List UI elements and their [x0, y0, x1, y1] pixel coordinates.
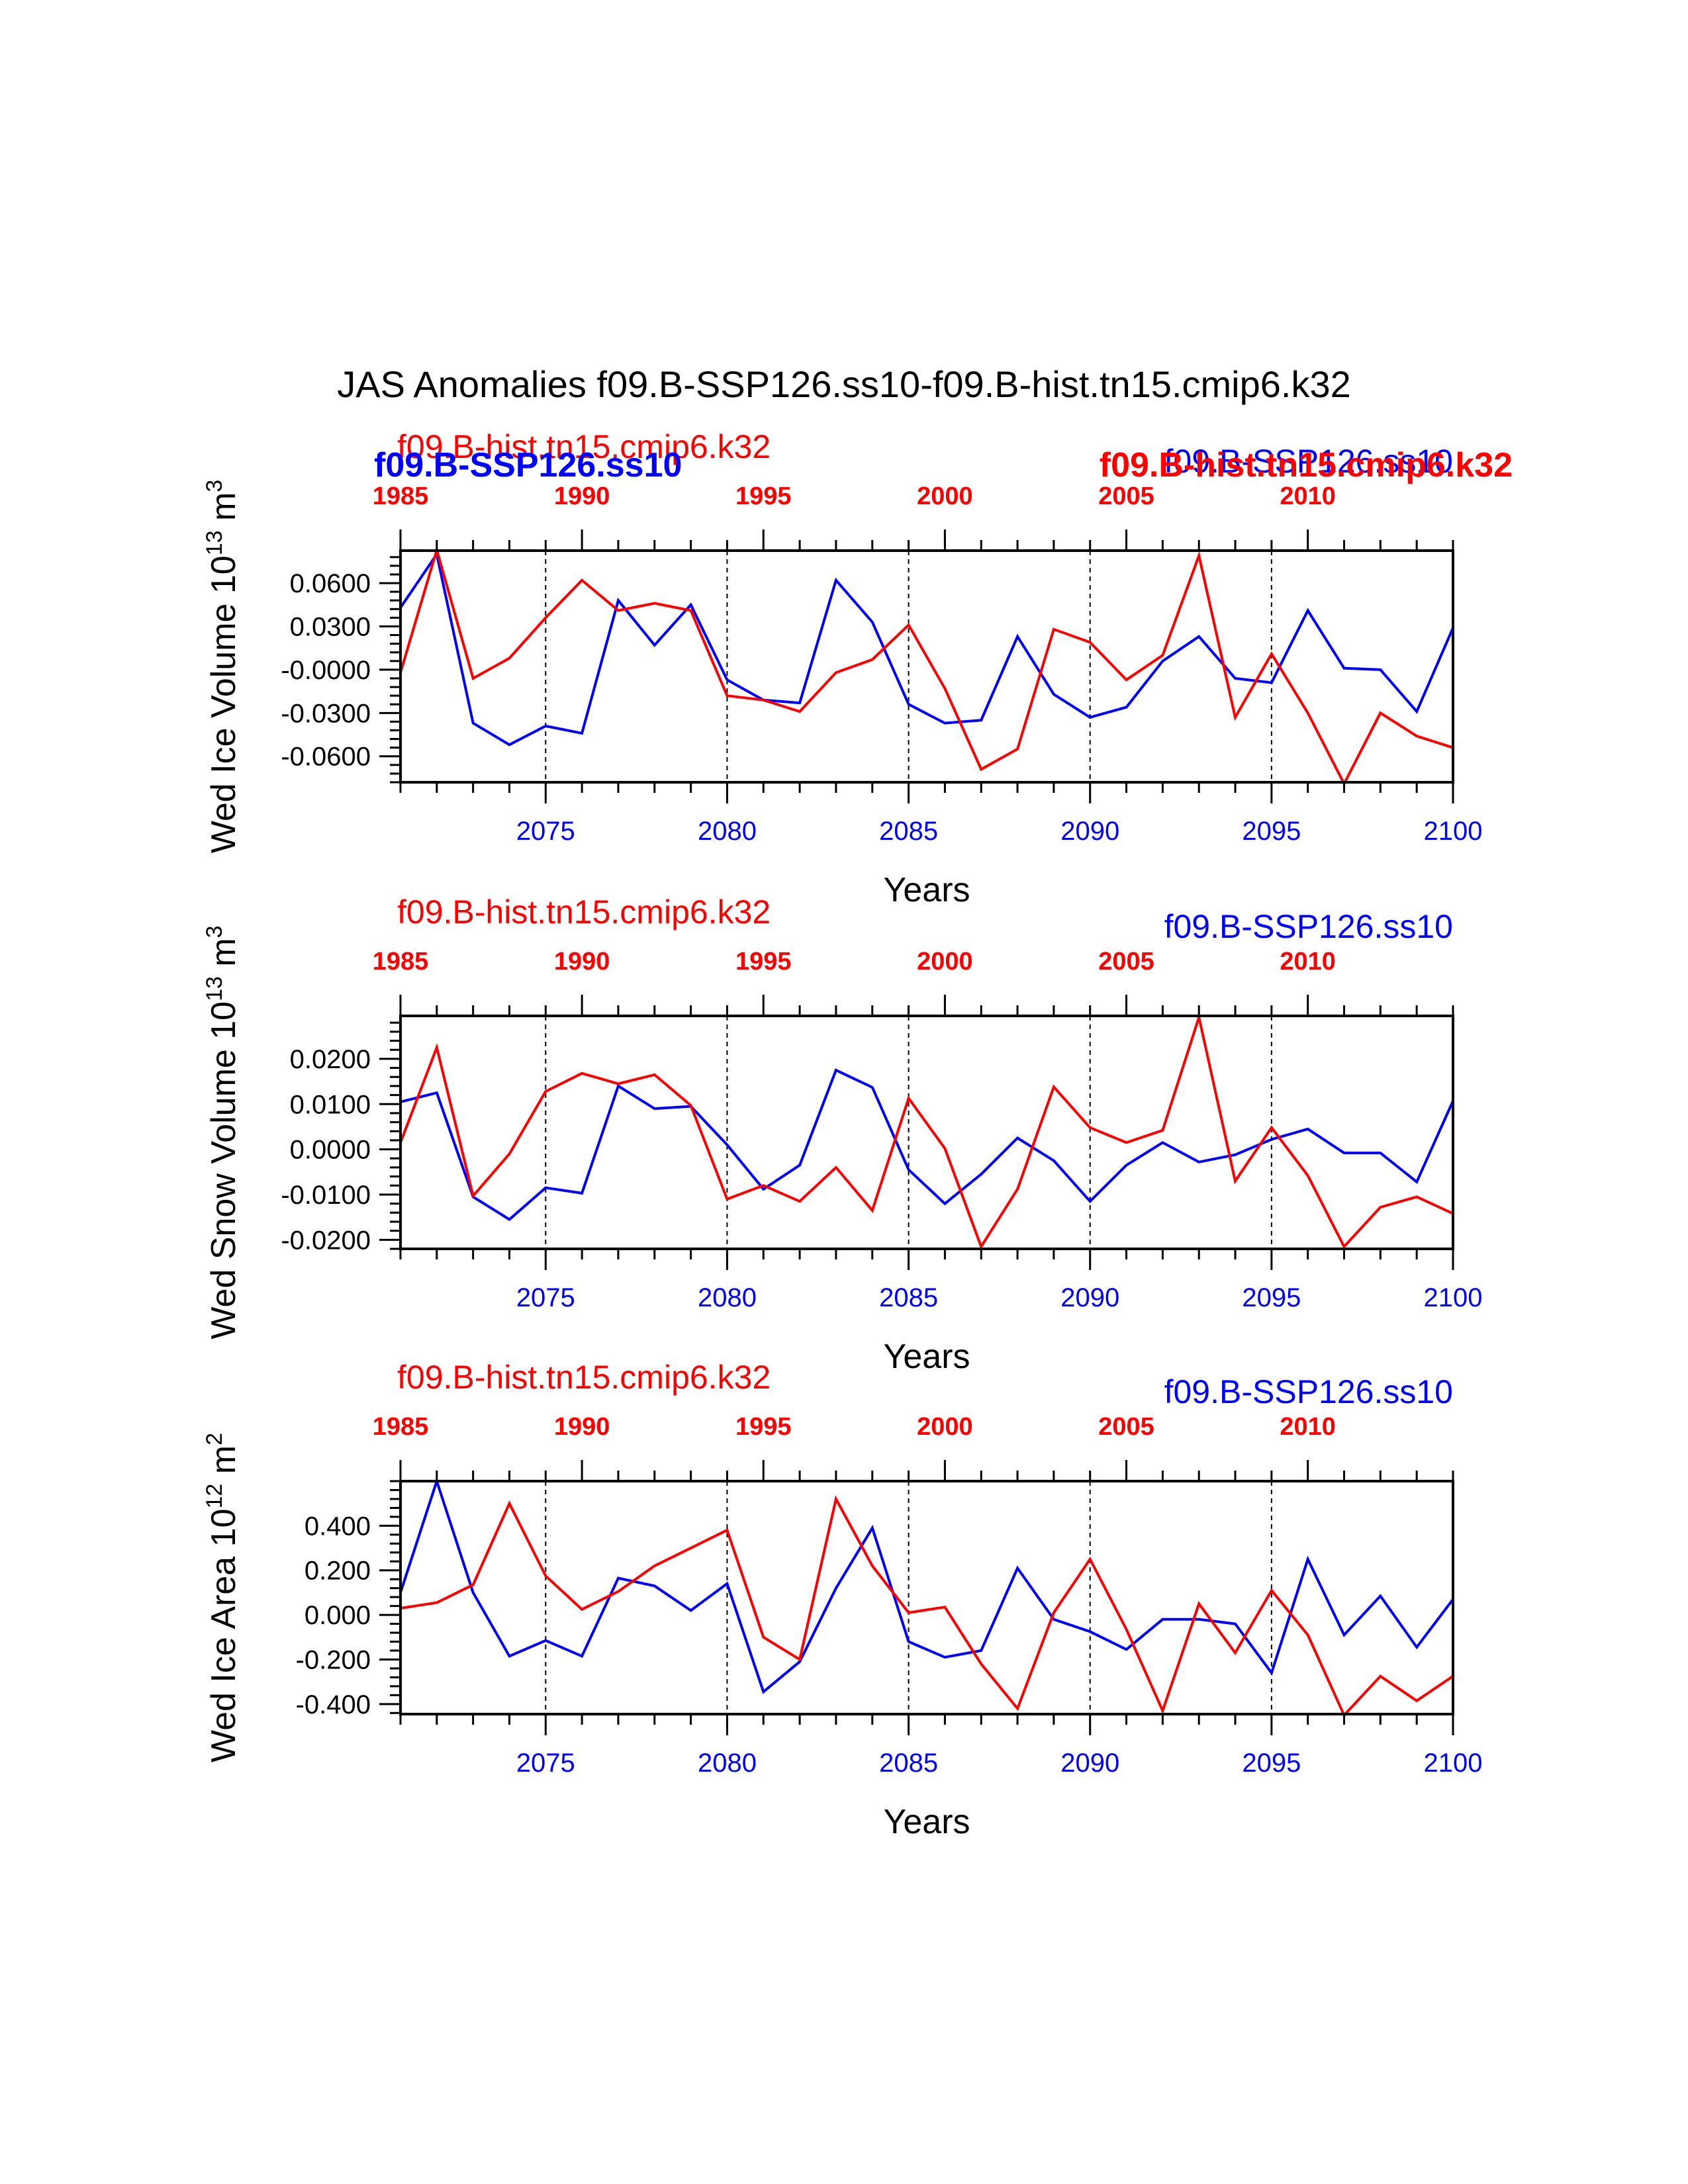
- panel-2: 2075 2080 2085 2090 2095 2100 1985 1990 1995 2000…: [202, 893, 1482, 1376]
- x-tick-label-bottom: 2090: [1060, 1749, 1119, 1778]
- y-axis-title-exponent: 12: [202, 1484, 227, 1509]
- x-tick-label-bottom: 2095: [1242, 1283, 1301, 1312]
- x-tick-label-top: 2005: [1098, 482, 1154, 510]
- y-tick-label: 0.000: [305, 1601, 371, 1630]
- x-tick-label-bottom: 2075: [516, 1283, 575, 1312]
- y-tick-label: -0.0200: [281, 1226, 371, 1255]
- y-tick-label: 0.0000: [290, 1136, 371, 1165]
- y-axis-title-unit: m: [205, 1445, 243, 1484]
- y-tick-label: -0.0600: [281, 743, 371, 772]
- series-line-hist: [399, 1012, 1454, 1250]
- x-tick-label-top: 1990: [554, 948, 610, 976]
- series-label-ssp: f09.B-SSP126.ss10: [1164, 908, 1453, 945]
- x-tick-label-top: 1985: [373, 482, 429, 510]
- y-axis-title: Wed Snow Volume 1013 m3: [202, 925, 243, 1339]
- y-tick-label: -0.0100: [281, 1181, 371, 1210]
- x-tick-label-bottom: 2100: [1424, 1749, 1483, 1778]
- x-tick-label-bottom: 2095: [1242, 1749, 1301, 1778]
- series-label-ssp: f09.B-SSP126.ss10: [1164, 443, 1453, 480]
- y-tick-label: 0.400: [305, 1512, 371, 1541]
- y-axis-title: Wed Ice Area 1012 m2: [202, 1433, 243, 1762]
- x-tick-label-bottom: 2080: [698, 1749, 757, 1778]
- y-tick-label: -0.0300: [281, 699, 371, 728]
- y-tick-label: -0.0000: [281, 656, 371, 685]
- y-axis-title-exponent: 13: [202, 530, 227, 555]
- plot-frame: [399, 549, 1454, 784]
- panel-1: 2075 2080 2085 2090 2095 2100 1985 1990 1995 2000…: [202, 428, 1513, 909]
- y-axis-title-unit: m: [205, 492, 243, 531]
- y-axis-title-text: Wed Snow Volume 10: [205, 1001, 243, 1340]
- x-tick-label-top: 1995: [735, 948, 792, 976]
- series-label-hist: f09.B-hist.tn15.cmip6.k32: [397, 893, 771, 931]
- y-tick-label: -0.400: [296, 1690, 371, 1719]
- figure-title: JAS Anomalies f09.B-SSP126.ss10-f09.B-hi…: [337, 363, 1350, 405]
- panel-3: 2075 2080 2085 2090 2095 2100 1985 1990 1995 2000…: [202, 1359, 1482, 1841]
- panels: 2075 2080 2085 2090 2095 2100 1985 1990 1995 2000…: [202, 428, 1513, 1841]
- series-label-hist: f09.B-hist.tn15.cmip6.k32: [397, 1359, 771, 1396]
- x-tick-label-top: 2000: [917, 482, 973, 510]
- x-tick-label-top: 1995: [735, 482, 792, 510]
- y-axis-title-text: Wed Ice Area 10: [205, 1509, 243, 1763]
- x-tick-label-bottom: 2095: [1242, 817, 1301, 846]
- plot-frame: [399, 1015, 1454, 1250]
- x-tick-label-bottom: 2080: [698, 817, 757, 846]
- x-tick-label-bottom: 2080: [698, 1283, 757, 1312]
- y-tick-label: 0.0300: [290, 612, 371, 641]
- x-tick-label-top: 2000: [917, 1413, 973, 1441]
- x-tick-label-top: 2005: [1098, 948, 1154, 976]
- x-tick-label-top: 1985: [373, 1413, 429, 1441]
- y-axis-title-unit-exponent: 3: [202, 925, 227, 938]
- series-line-ssp126: [399, 551, 1454, 747]
- y-tick-label: 0.0100: [290, 1090, 371, 1119]
- x-tick-label-top: 1995: [735, 1413, 792, 1441]
- y-tick-label: -0.200: [296, 1645, 371, 1674]
- series-label-ssp-bold: f09.B-SSP126.ss10: [374, 446, 682, 484]
- x-tick-label-bottom: 2100: [1424, 1283, 1483, 1312]
- x-tick-label-top: 1985: [373, 948, 429, 976]
- x-tick-label-top: 2000: [917, 948, 973, 976]
- x-tick-label-top: 2005: [1098, 1413, 1154, 1441]
- x-tick-label-bottom: 2075: [516, 817, 575, 846]
- series-label-ssp: f09.B-SSP126.ss10: [1164, 1373, 1453, 1410]
- x-tick-label-top: 2010: [1280, 482, 1336, 510]
- series-line-ssp126: [399, 1477, 1454, 1694]
- y-axis-title-unit-exponent: 3: [202, 480, 227, 492]
- x-tick-label-top: 2010: [1280, 1413, 1336, 1441]
- x-tick-label-top: 1990: [554, 1413, 610, 1441]
- y-axis-title-text: Wed Ice Volume 10: [205, 555, 243, 853]
- x-tick-label-bottom: 2100: [1424, 817, 1483, 846]
- x-axis-title: Years: [883, 1803, 970, 1841]
- x-tick-label-top: 2010: [1280, 948, 1336, 976]
- y-axis-title: Wed Ice Volume 1013 m3: [202, 480, 243, 854]
- y-tick-label: 0.200: [305, 1557, 371, 1586]
- x-tick-label-bottom: 2090: [1060, 817, 1119, 846]
- x-tick-label-bottom: 2090: [1060, 1283, 1119, 1312]
- x-axis-title: Years: [883, 1338, 970, 1376]
- y-tick-label: 0.0600: [290, 569, 371, 598]
- x-tick-label-bottom: 2075: [516, 1749, 575, 1778]
- series-label-hist-bold: f09.B-hist.tn15.cmip6.k32: [1100, 446, 1513, 484]
- y-tick-label: 0.0200: [290, 1045, 371, 1074]
- x-axis-title: Years: [883, 871, 970, 909]
- y-axis-title-unit-exponent: 2: [202, 1433, 227, 1445]
- series-label-hist: f09.B-hist.tn15.cmip6.k32: [397, 428, 771, 465]
- series-line-hist: [400, 1495, 1454, 1718]
- x-tick-label-bottom: 2085: [879, 1283, 938, 1312]
- y-axis-title-unit: m: [205, 938, 243, 976]
- series-line-hist: [399, 545, 1454, 787]
- x-tick-label-bottom: 2085: [879, 817, 938, 846]
- x-tick-label-bottom: 2085: [879, 1749, 938, 1778]
- x-tick-label-top: 1990: [554, 482, 610, 510]
- y-axis-title-exponent: 13: [202, 976, 227, 1001]
